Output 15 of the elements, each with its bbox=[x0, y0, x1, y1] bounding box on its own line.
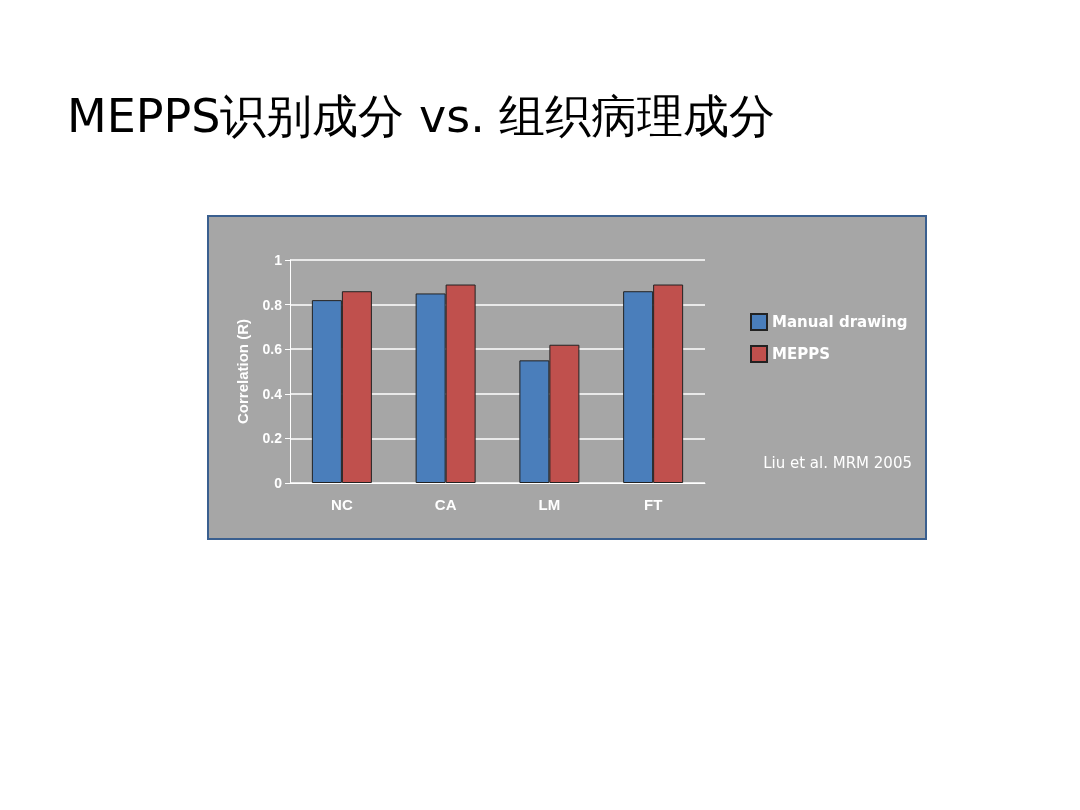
y-tick-label: 0.6 bbox=[262, 341, 283, 358]
y-tick-label: 0 bbox=[274, 475, 283, 491]
y-tick-label: 1 bbox=[274, 252, 283, 268]
y-axis-title: Correlation (R) bbox=[234, 319, 251, 424]
chart-title: MEPPS识别成分 vs. 组织病理成分 bbox=[67, 89, 776, 143]
y-tick-label: 0.4 bbox=[262, 385, 283, 402]
x-tick-label: CA bbox=[434, 496, 457, 513]
legend-label: Manual drawing bbox=[772, 313, 908, 331]
x-tick-label: NC bbox=[331, 496, 353, 513]
y-tick-label: 0.2 bbox=[262, 430, 283, 447]
legend-label: MEPPS bbox=[772, 345, 830, 363]
x-tick-label: FT bbox=[643, 496, 663, 513]
text: Liu et al. MRM 2005 bbox=[763, 453, 913, 472]
y-tick-label: 0.8 bbox=[262, 296, 283, 313]
x-tick-label: LM bbox=[538, 496, 561, 513]
